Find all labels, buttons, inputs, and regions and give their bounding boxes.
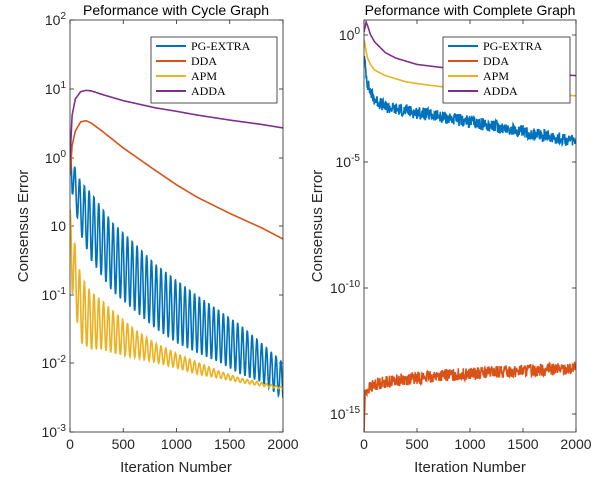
y-axis-label: Consensus Error	[309, 170, 326, 283]
x-tick-label: 2000	[560, 436, 591, 452]
legend-label: DDA	[483, 54, 509, 68]
x-tick-label: 0	[66, 436, 74, 452]
x-tick-label: 2000	[267, 436, 298, 452]
y-tick-label: 102	[45, 11, 67, 28]
series-line-adda	[70, 89, 283, 161]
y-tick-label: 10-5	[336, 153, 361, 170]
legend-label: ADDA	[483, 84, 518, 98]
chart-title: Peformance with Cycle Graph	[83, 2, 269, 18]
series-line-dda	[70, 119, 283, 240]
legend-label: PG-EXTRA	[191, 39, 251, 53]
y-tick-label: 10-1	[42, 286, 67, 303]
legend-label: ADDA	[191, 84, 226, 98]
chart-panel-cycle-graph: 10-3 10-2 10-1 10 100 101 102 0 500 1000 1500 2000…	[15, 2, 299, 476]
y-tick-label: 101	[45, 80, 67, 97]
legend-label: APM	[191, 69, 217, 83]
x-axis-label: Iteration Number	[120, 459, 232, 476]
x-tick-label: 500	[405, 436, 429, 452]
series-line-pg-extra	[364, 55, 576, 148]
legend-label: PG-EXTRA	[483, 39, 543, 53]
chart-panel-complete-graph: 100 10-5 10-10 10-15 0 500 1000 1500 2000 Pefor…	[309, 2, 592, 476]
y-tick-label: 10-15	[330, 405, 360, 422]
legend-label: DDA	[191, 54, 217, 68]
series-group	[70, 89, 283, 399]
series-line-pg-extra	[70, 145, 283, 399]
series-line-apm	[70, 209, 283, 390]
y-axis-label: Consensus Error	[15, 170, 32, 283]
x-tick-label: 500	[112, 436, 136, 452]
y-tick-label: 100	[45, 149, 67, 166]
y-tick-label: 10-2	[42, 354, 67, 371]
x-tick-label: 0	[360, 436, 368, 452]
y-tick-labels: 10-3 10-2 10-1 10 100 101 102	[42, 11, 67, 440]
legend-label: APM	[483, 69, 509, 83]
x-tick-labels: 0 500 1000 1500 2000	[66, 436, 299, 452]
x-tick-label: 1500	[214, 436, 245, 452]
y-tick-label: 10	[50, 218, 66, 234]
x-tick-labels: 0 500 1000 1500 2000	[360, 436, 592, 452]
plot-frame	[69, 19, 284, 433]
plot-frame	[363, 19, 577, 433]
x-tick-label: 1500	[507, 436, 538, 452]
y-tick-labels: 100 10-5 10-10 10-15	[330, 26, 360, 422]
y-tick-label: 10-3	[42, 423, 67, 440]
x-axis-label: Iteration Number	[414, 459, 526, 476]
y-tick-label: 100	[339, 26, 361, 43]
y-tick-label: 10-10	[330, 279, 360, 296]
x-tick-label: 1000	[454, 436, 485, 452]
x-tick-label: 1000	[161, 436, 192, 452]
chart-title: Peformance with Complete Graph	[365, 2, 576, 18]
series-line-dda	[364, 360, 576, 432]
